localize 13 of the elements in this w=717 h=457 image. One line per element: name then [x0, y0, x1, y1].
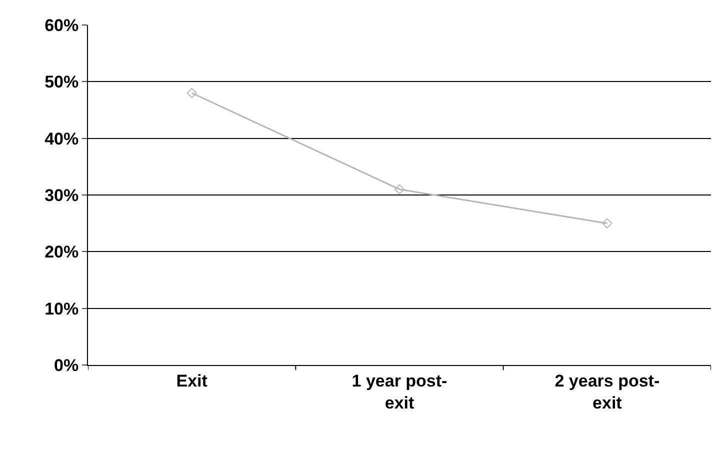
point [602, 218, 612, 228]
y-tick-label: 0% [54, 356, 79, 375]
x-tick-label: Exit [176, 371, 208, 390]
point [394, 184, 405, 194]
point [186, 88, 197, 98]
y-tick-label: 60% [44, 16, 79, 35]
y-tick-label: 30% [44, 186, 79, 205]
x-tick-label: 2 years post-exit [554, 371, 660, 412]
y-tick-label: 10% [44, 299, 79, 318]
y-tick-label: 20% [44, 242, 79, 262]
y-tick-label: 50% [44, 72, 79, 92]
x-tick-label: 1 year post-exit [352, 371, 448, 412]
y-tick-label: 40% [44, 129, 79, 148]
